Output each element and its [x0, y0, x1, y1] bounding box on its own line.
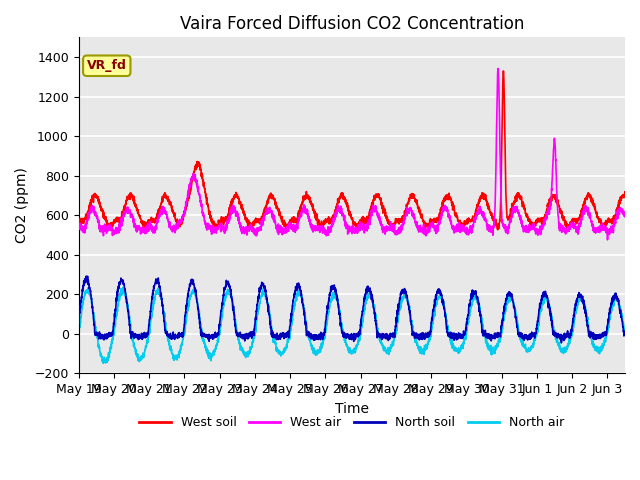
Title: Vaira Forced Diffusion CO2 Concentration: Vaira Forced Diffusion CO2 Concentration — [180, 15, 524, 33]
X-axis label: Time: Time — [335, 402, 369, 416]
Text: VR_fd: VR_fd — [87, 59, 127, 72]
Y-axis label: CO2 (ppm): CO2 (ppm) — [15, 168, 29, 243]
Legend: West soil, West air, North soil, North air: West soil, West air, North soil, North a… — [134, 411, 569, 434]
